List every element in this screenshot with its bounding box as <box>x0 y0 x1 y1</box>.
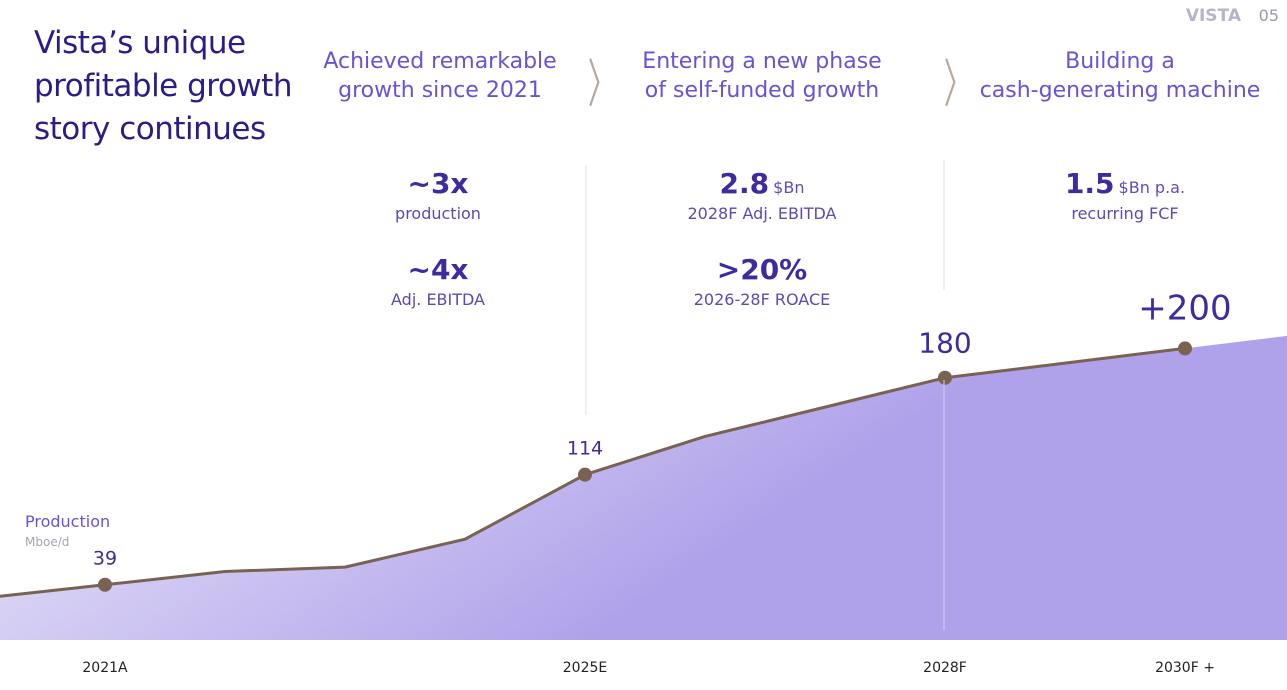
phase: Building a cash-generating machine <box>955 47 1285 105</box>
phase: Achieved remarkable growth since 2021 <box>275 47 605 105</box>
marker <box>1178 341 1192 356</box>
phase: Entering a new phase of self-funded grow… <box>597 47 927 105</box>
phase-line: Entering a new phase <box>642 49 882 74</box>
metric: 1.5 $Bn p.a. recurring FCF <box>960 167 1287 223</box>
title-line: profitable growth <box>34 68 292 104</box>
metric-unit: $Bn <box>773 178 805 197</box>
line <box>104 346 1186 587</box>
metric-caption: production <box>395 204 481 223</box>
y-axis-label: Production <box>25 512 111 531</box>
metric-value: 1.5 <box>1064 167 1115 200</box>
value-label: 180 <box>918 326 971 359</box>
metric-value: 2.8 <box>719 167 770 200</box>
value-label: +200 <box>1138 288 1231 328</box>
phase-line: Achieved remarkable <box>323 49 557 74</box>
metric-caption: recurring FCF <box>1071 204 1179 223</box>
metric: ~3x production <box>273 167 603 223</box>
y-axis-unit: Mboe/d <box>25 535 70 549</box>
line-extension <box>0 583 106 598</box>
metric: 2.8 $Bn 2028F Adj. EBITDA <box>597 167 927 223</box>
metric-unit: $Bn p.a. <box>1118 178 1186 197</box>
phase-line: growth since 2021 <box>338 78 542 103</box>
phase-line: Building a <box>1065 49 1175 74</box>
metric-value: >20% <box>716 253 808 286</box>
title-line: Vista’s unique <box>34 25 246 61</box>
value-label: 114 <box>567 438 603 460</box>
marker <box>938 370 952 385</box>
x-tick-label: 2028F <box>923 660 967 676</box>
metric-caption: Adj. EBITDA <box>391 290 485 309</box>
page-number: 05 <box>1258 6 1279 25</box>
chevron: 〉 <box>587 55 617 115</box>
chevron: 〉 <box>943 55 973 115</box>
x-tick-label: 2025E <box>563 660 607 676</box>
brand: VISTA <box>1185 6 1241 26</box>
title: Vista’s unique profitable growth story c… <box>34 22 292 151</box>
metric-value: ~3x <box>407 167 469 200</box>
phase-line: cash-generating machine <box>979 78 1261 103</box>
metric-caption: 2028F Adj. EBITDA <box>687 204 837 223</box>
marker <box>98 577 112 592</box>
area <box>0 335 1287 640</box>
metric: >20% 2026-28F ROACE <box>597 253 927 309</box>
title-line: story continues <box>34 111 266 147</box>
value-label: 39 <box>93 548 117 570</box>
metric-caption: 2026-28F ROACE <box>693 290 831 309</box>
marker <box>578 467 592 482</box>
phase-line: of self-funded growth <box>644 78 880 103</box>
metric: ~4x Adj. EBITDA <box>273 253 603 309</box>
x-tick-label: 2021A <box>82 660 128 676</box>
metric-value: ~4x <box>407 253 469 286</box>
x-tick-label: 2030F + <box>1155 660 1215 676</box>
